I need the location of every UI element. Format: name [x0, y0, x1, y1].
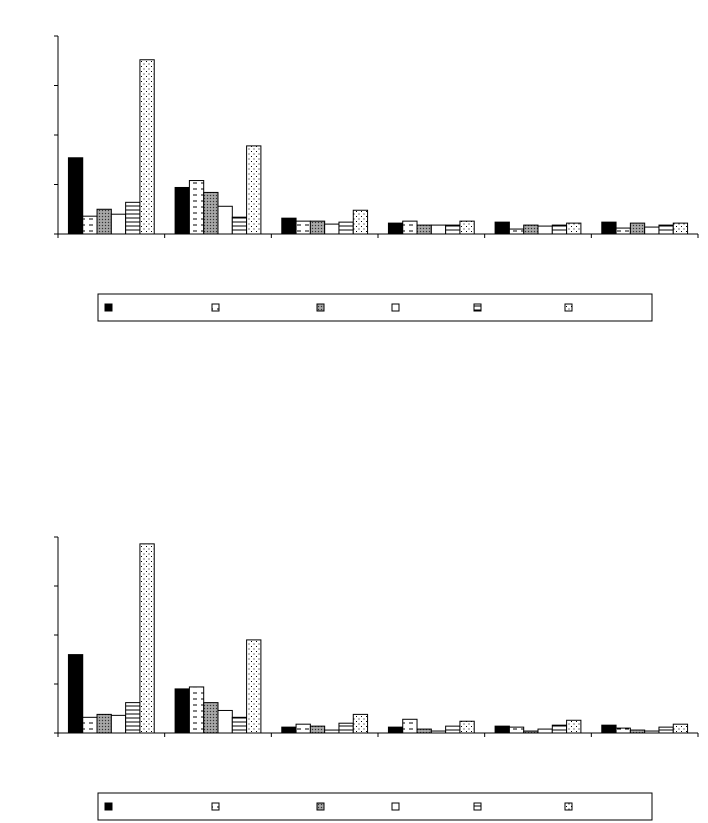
bar-series-4-cat-3 [324, 729, 340, 734]
legend-swatch-series-2 [211, 303, 220, 312]
bar-series-6-cat-3 [352, 713, 369, 734]
bar-series-2-cat-1 [82, 716, 98, 734]
legend-swatch-series-4 [391, 802, 400, 811]
bar-series-4-cat-6 [644, 226, 660, 235]
bar-series-2-cat-6 [615, 727, 631, 734]
bar-series-1-cat-1 [67, 654, 84, 734]
bar-series-4-cat-4 [430, 224, 447, 235]
bar-series-3-cat-2 [203, 702, 219, 734]
bar-series-6-cat-6 [672, 222, 689, 235]
legend-swatch-series-2 [211, 802, 220, 811]
bar-series-4-cat-5 [537, 728, 553, 734]
bar-series-6-cat-2 [246, 145, 262, 235]
bar-series-5-cat-4 [445, 725, 461, 734]
bar-series-1-cat-5 [494, 221, 510, 235]
bar-series-2-cat-3 [295, 723, 311, 734]
bar-series-2-cat-3 [295, 220, 311, 235]
bar-series-2-cat-2 [188, 686, 205, 734]
bar-series-1-cat-3 [281, 726, 297, 734]
bar-series-5-cat-5 [551, 724, 568, 734]
bar-series-2-cat-5 [508, 726, 525, 734]
bar-series-1-cat-2 [174, 186, 190, 235]
bar-series-2-cat-1 [82, 215, 98, 235]
bar-series-3-cat-3 [309, 725, 326, 734]
bar-series-6-cat-1 [139, 543, 155, 734]
bar-series-1-cat-2 [174, 688, 190, 734]
bar-series-4-cat-2 [217, 709, 233, 734]
bar-series-2-cat-5 [508, 228, 525, 235]
bar-series-3-cat-1 [96, 208, 112, 235]
bar-series-4-cat-3 [324, 223, 340, 235]
legend-swatch-series-1 [104, 303, 113, 312]
bar-series-1-cat-6 [601, 221, 617, 235]
bar-series-2-cat-4 [402, 220, 418, 235]
legend [97, 792, 653, 821]
bar-series-2-cat-4 [402, 718, 418, 734]
bar-series-1-cat-5 [494, 725, 510, 734]
bar-series-3-cat-1 [96, 713, 112, 734]
bar-series-1-cat-3 [281, 217, 297, 235]
chart-bottom [54, 536, 699, 821]
bar-series-6-cat-2 [246, 639, 262, 734]
legend-swatch-series-1 [104, 802, 113, 811]
bar-series-5-cat-4 [445, 224, 461, 235]
bar-series-2-cat-6 [615, 227, 631, 235]
bar-series-3-cat-2 [203, 191, 219, 235]
bar-series-5-cat-2 [231, 716, 248, 734]
legend-swatch-series-3 [316, 802, 325, 811]
bar-series-4-cat-4 [430, 730, 447, 734]
bar-series-6-cat-6 [672, 723, 689, 734]
bar-series-5-cat-5 [551, 224, 568, 235]
bar-series-1-cat-4 [387, 726, 404, 734]
bar-series-4-cat-2 [217, 205, 233, 235]
bar-series-5-cat-2 [231, 216, 248, 235]
bar-series-4-cat-1 [110, 714, 127, 734]
bar-series-3-cat-4 [416, 728, 432, 734]
bar-series-1-cat-1 [67, 157, 84, 235]
bar-series-3-cat-6 [629, 222, 646, 235]
bar-series-6-cat-4 [459, 720, 475, 734]
legend-swatch-series-6 [564, 303, 573, 312]
bar-series-5-cat-1 [125, 201, 141, 235]
bar-series-5-cat-1 [125, 702, 141, 734]
bar-series-4-cat-5 [537, 225, 553, 235]
bar-series-6-cat-3 [352, 209, 369, 235]
legend-swatch-series-5 [473, 303, 482, 312]
bar-series-4-cat-1 [110, 213, 127, 235]
bar-series-1-cat-6 [601, 724, 617, 734]
legend [97, 293, 653, 322]
bar-series-6-cat-4 [459, 220, 475, 235]
bar-series-4-cat-6 [644, 730, 660, 734]
legend-swatch-series-5 [473, 802, 482, 811]
bar-series-3-cat-5 [523, 224, 539, 235]
legend-swatch-series-3 [316, 303, 325, 312]
legend-swatch-series-4 [391, 303, 400, 312]
bar-series-6-cat-5 [566, 222, 582, 235]
bar-series-5-cat-6 [658, 726, 674, 734]
bar-series-3-cat-3 [309, 220, 326, 235]
bar-series-3-cat-4 [416, 224, 432, 235]
bar-series-3-cat-5 [523, 730, 539, 734]
bar-series-5-cat-3 [338, 722, 354, 734]
chart-top [54, 35, 699, 322]
bar-series-5-cat-6 [658, 224, 674, 235]
bar-series-6-cat-1 [139, 59, 155, 235]
bar-series-2-cat-2 [188, 180, 205, 235]
bar-series-3-cat-6 [629, 729, 646, 734]
bar-series-5-cat-3 [338, 221, 354, 235]
bar-series-1-cat-4 [387, 222, 404, 235]
legend-swatch-series-6 [564, 802, 573, 811]
bar-series-6-cat-5 [566, 719, 582, 734]
